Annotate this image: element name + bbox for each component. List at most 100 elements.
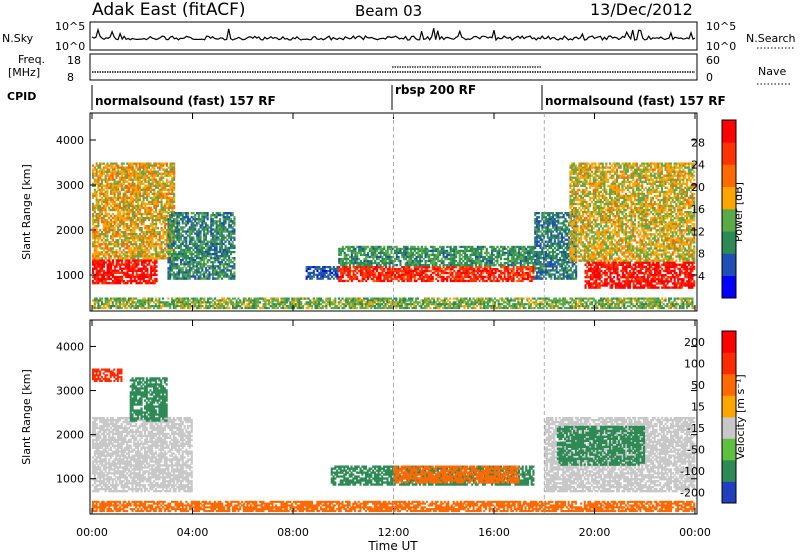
heatmap-cell: [222, 271, 225, 274]
heatmap-cell: [419, 277, 422, 281]
heatmap-cell: [174, 267, 177, 270]
heatmap-cell: [528, 251, 531, 255]
heatmap-cell: [104, 194, 107, 198]
heatmap-cell: [146, 239, 149, 242]
heatmap-cell: [518, 255, 521, 259]
heatmap-cell: [212, 275, 215, 278]
heatmap-cell: [359, 259, 362, 263]
heatmap-cell: [354, 268, 357, 271]
heatmap-cell: [361, 279, 364, 283]
heatmap-cell: [140, 176, 143, 179]
heatmap-cell: [385, 271, 388, 275]
heatmap-cell: [417, 266, 420, 269]
heatmap-cell: [372, 249, 375, 253]
heatmap-cell: [146, 176, 149, 179]
heatmap-cell: [97, 231, 100, 234]
heatmap-cell: [135, 204, 138, 208]
heatmap-cell: [471, 257, 474, 261]
cpid-segment-2-label: rbsp 200 RF: [395, 83, 476, 97]
heatmap-cell: [453, 266, 456, 269]
heatmap-cell: [440, 257, 443, 261]
heatmap-cell: [113, 200, 116, 204]
heatmap-cell: [215, 244, 218, 247]
heatmap-cell: [158, 208, 161, 212]
heatmap-cell: [464, 245, 467, 249]
heatmap-cell: [99, 277, 102, 281]
heatmap-cell: [433, 249, 436, 253]
heatmap-cell: [124, 206, 127, 210]
heatmap-cell: [465, 261, 468, 265]
heatmap-cell: [233, 236, 236, 239]
heatmap-cell: [133, 243, 136, 246]
heatmap-cell: [392, 269, 395, 273]
heatmap-cell: [438, 266, 441, 269]
heatmap-cell: [213, 214, 216, 217]
heatmap-cell: [444, 277, 447, 281]
heatmap-cell: [97, 204, 100, 208]
heatmap-cell: [212, 277, 215, 280]
heatmap-cell: [128, 178, 131, 181]
heatmap-cell: [158, 231, 161, 234]
heatmap-cell: [156, 227, 159, 230]
heatmap-cell: [151, 257, 154, 260]
heatmap-cell: [101, 206, 104, 210]
heatmap-cell: [128, 218, 131, 222]
heatmap-cell: [138, 251, 141, 254]
heatmap-cell: [183, 244, 186, 247]
heatmap-cell: [383, 253, 386, 257]
heatmap-cell: [110, 241, 113, 244]
heatmap-cell: [327, 273, 330, 276]
heatmap-cell: [113, 162, 116, 165]
heatmap-cell: [137, 263, 140, 266]
heatmap-cell: [212, 248, 215, 252]
heatmap-cell: [548, 265, 551, 268]
heatmap-cell: [156, 243, 159, 246]
heatmap-cell: [381, 255, 384, 259]
heatmap-cell: [203, 232, 206, 235]
heatmap-cell: [379, 273, 382, 277]
heatmap-cell: [108, 267, 111, 270]
heatmap-cell: [122, 279, 125, 283]
heatmap-cell: [438, 259, 441, 263]
heatmap-cell: [483, 261, 486, 265]
heatmap-cell: [171, 200, 174, 204]
heatmap-cell: [201, 246, 204, 250]
heatmap-cell: [93, 257, 96, 260]
heatmap-cell: [158, 212, 161, 216]
heatmap-cell: [521, 271, 524, 275]
heatmap-cell: [115, 208, 118, 212]
heatmap-cell: [155, 227, 158, 230]
heatmap-cell: [552, 263, 555, 266]
heatmap-cell: [442, 251, 445, 255]
heatmap-cell: [171, 204, 174, 208]
heatmap-cell: [509, 247, 512, 251]
heatmap-cell: [397, 251, 400, 255]
heatmap-cell: [349, 271, 352, 275]
heatmap-cell: [135, 261, 138, 264]
heatmap-cell: [149, 214, 152, 218]
heatmap-cell: [144, 216, 147, 220]
heatmap-cell: [104, 208, 107, 212]
heatmap-cell: [527, 253, 530, 257]
heatmap-cell: [352, 247, 355, 251]
heatmap-cell: [349, 268, 352, 271]
heatmap-cell: [528, 255, 531, 259]
heatmap-cell: [560, 244, 563, 247]
heatmap-cell: [233, 232, 236, 235]
heatmap-cell: [106, 194, 109, 198]
heatmap-cell: [155, 265, 158, 268]
heatmap-cell: [215, 228, 218, 231]
heatmap-cell: [376, 279, 379, 283]
heatmap-cell: [162, 231, 165, 234]
heatmap-cell: [224, 275, 227, 278]
heatmap-cell: [419, 249, 422, 253]
heatmap-cell: [370, 264, 373, 267]
heatmap-cell: [142, 263, 145, 266]
heatmap-cell: [155, 208, 158, 212]
heatmap-cell: [147, 235, 150, 238]
heatmap-cell: [99, 247, 102, 250]
heatmap-cell: [417, 261, 420, 265]
heatmap-cell: [437, 259, 440, 263]
heatmap-cell: [363, 253, 366, 257]
heatmap-cell: [469, 245, 472, 249]
